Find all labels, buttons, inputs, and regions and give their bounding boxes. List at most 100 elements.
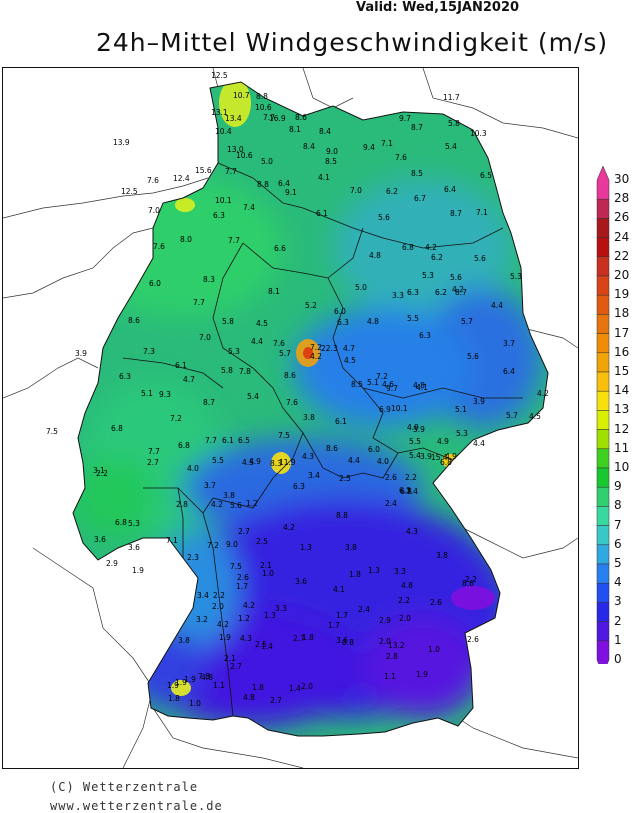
station-value: 1.1	[213, 681, 225, 690]
station-value: 9.3	[159, 390, 171, 399]
station-value: 8.5	[325, 157, 337, 166]
station-value: 2.5	[339, 474, 351, 483]
legend-bar	[596, 165, 610, 675]
legend-tick-label: 24	[614, 229, 630, 244]
station-value: 8.0	[180, 235, 192, 244]
station-value: 7.4	[243, 203, 255, 212]
station-value: 2.3	[187, 553, 199, 562]
station-value: 7.0	[350, 186, 362, 195]
station-value: 8.3	[203, 275, 215, 284]
station-value: 12.4	[173, 174, 190, 183]
legend-tick-label: 15	[614, 364, 630, 378]
station-value: 4.9	[437, 437, 449, 446]
station-value: 2.7	[147, 458, 159, 467]
station-value: 15.6	[195, 166, 212, 175]
legend-swatch	[596, 640, 610, 675]
station-value: 11.9	[279, 458, 296, 467]
station-value: 6.3	[293, 482, 305, 491]
station-value: 3.6	[336, 636, 348, 645]
station-value: 5.4	[247, 392, 259, 401]
station-value: 6.4	[278, 179, 290, 188]
station-value: 7.1	[166, 536, 178, 545]
station-value: 4.4	[251, 337, 263, 346]
station-value: 10.6	[236, 151, 253, 160]
station-value: 1.7	[236, 582, 248, 591]
station-value: 1.3	[264, 611, 276, 620]
station-value: 8.1	[289, 125, 301, 134]
station-value: 7.6	[273, 339, 285, 348]
station-value: 4.2	[283, 523, 295, 532]
station-value: 1.9	[132, 566, 144, 575]
station-value: 7.5	[46, 427, 58, 436]
station-value: 13.1	[211, 108, 228, 117]
station-value: 6.3	[419, 331, 431, 340]
station-value: 6.7	[414, 194, 426, 203]
station-value: 2.9	[379, 616, 391, 625]
station-value: 2.5	[256, 537, 268, 546]
station-value: 6.3	[213, 211, 225, 220]
station-value: 1.0	[189, 699, 201, 708]
legend-swatch	[596, 506, 610, 526]
station-value: 6.0	[149, 279, 161, 288]
station-value: 1.3	[300, 543, 312, 552]
station-value: 5.1	[455, 405, 467, 414]
station-value: 4.9	[445, 452, 457, 461]
station-value: 3.6	[128, 543, 140, 552]
station-value: 3.3	[394, 567, 406, 576]
station-value: 1.8	[302, 633, 314, 642]
station-value: 6.3	[407, 288, 419, 297]
station-value: 4.4	[473, 439, 485, 448]
station-value: 7.7	[205, 436, 217, 445]
station-value: 2.5	[255, 640, 267, 649]
legend-tick-label: 17	[614, 325, 630, 340]
station-value: 2.6	[430, 598, 442, 607]
station-value: 7.1	[381, 139, 393, 148]
legend-swatch	[596, 621, 610, 642]
station-value: 1.9	[184, 675, 196, 684]
legend-tick-label: 9	[614, 479, 622, 494]
station-value: 6.3	[337, 318, 349, 327]
station-value: 4.5	[256, 319, 268, 328]
legend-tick-label: 13	[614, 402, 630, 417]
station-value: 10.1	[215, 196, 232, 205]
legend-swatch	[596, 314, 610, 334]
station-value: 4.1	[333, 585, 345, 594]
station-value: 3.7	[204, 481, 216, 490]
station-value: 6.1	[222, 436, 234, 445]
legend-swatch	[596, 486, 610, 507]
station-value: 3.3	[392, 291, 404, 300]
station-value: 5.1	[141, 389, 153, 398]
station-value: 3.6	[295, 577, 307, 586]
station-value: 5.3	[456, 429, 468, 438]
legend-swatch	[596, 352, 610, 373]
station-value: 4.9	[249, 457, 261, 466]
station-value: 2.4	[385, 499, 397, 508]
station-value: 8.8	[336, 511, 348, 520]
legend-swatch	[596, 467, 610, 488]
legend-tick-label: 14	[614, 383, 630, 398]
station-value: 4.0	[187, 464, 199, 473]
station-value: 0.8	[342, 638, 354, 647]
state-borders	[122, 162, 523, 717]
station-value: 4.8	[201, 673, 213, 682]
station-value: 5.4	[409, 451, 421, 460]
station-value: 5.8	[222, 317, 234, 326]
legend-tick-label: 22	[614, 248, 630, 263]
station-value: 5.4	[445, 142, 457, 151]
map-title: 24h–Mittel Windgeschwindigkeit (m/s)	[96, 28, 609, 57]
station-value: 3.2	[196, 615, 208, 624]
station-value: 2.1	[260, 561, 272, 570]
legend-tick-label: 2	[614, 613, 622, 628]
station-value: 4.5	[242, 458, 254, 467]
station-value: 13.0	[227, 145, 244, 154]
legend-tick-label: 12	[614, 421, 630, 436]
valid-date: Valid: Wed,15JAN2020	[356, 0, 520, 15]
station-value: 6.6	[274, 244, 286, 253]
station-value: 4.5	[529, 412, 541, 421]
station-value: 2.0	[379, 637, 391, 646]
station-value: 9.4	[363, 143, 375, 152]
legend-tick-label: 16	[614, 344, 630, 359]
station-value: 5.3	[510, 272, 522, 281]
station-value: 1.0	[428, 645, 440, 654]
station-value: 4.2	[425, 243, 437, 252]
